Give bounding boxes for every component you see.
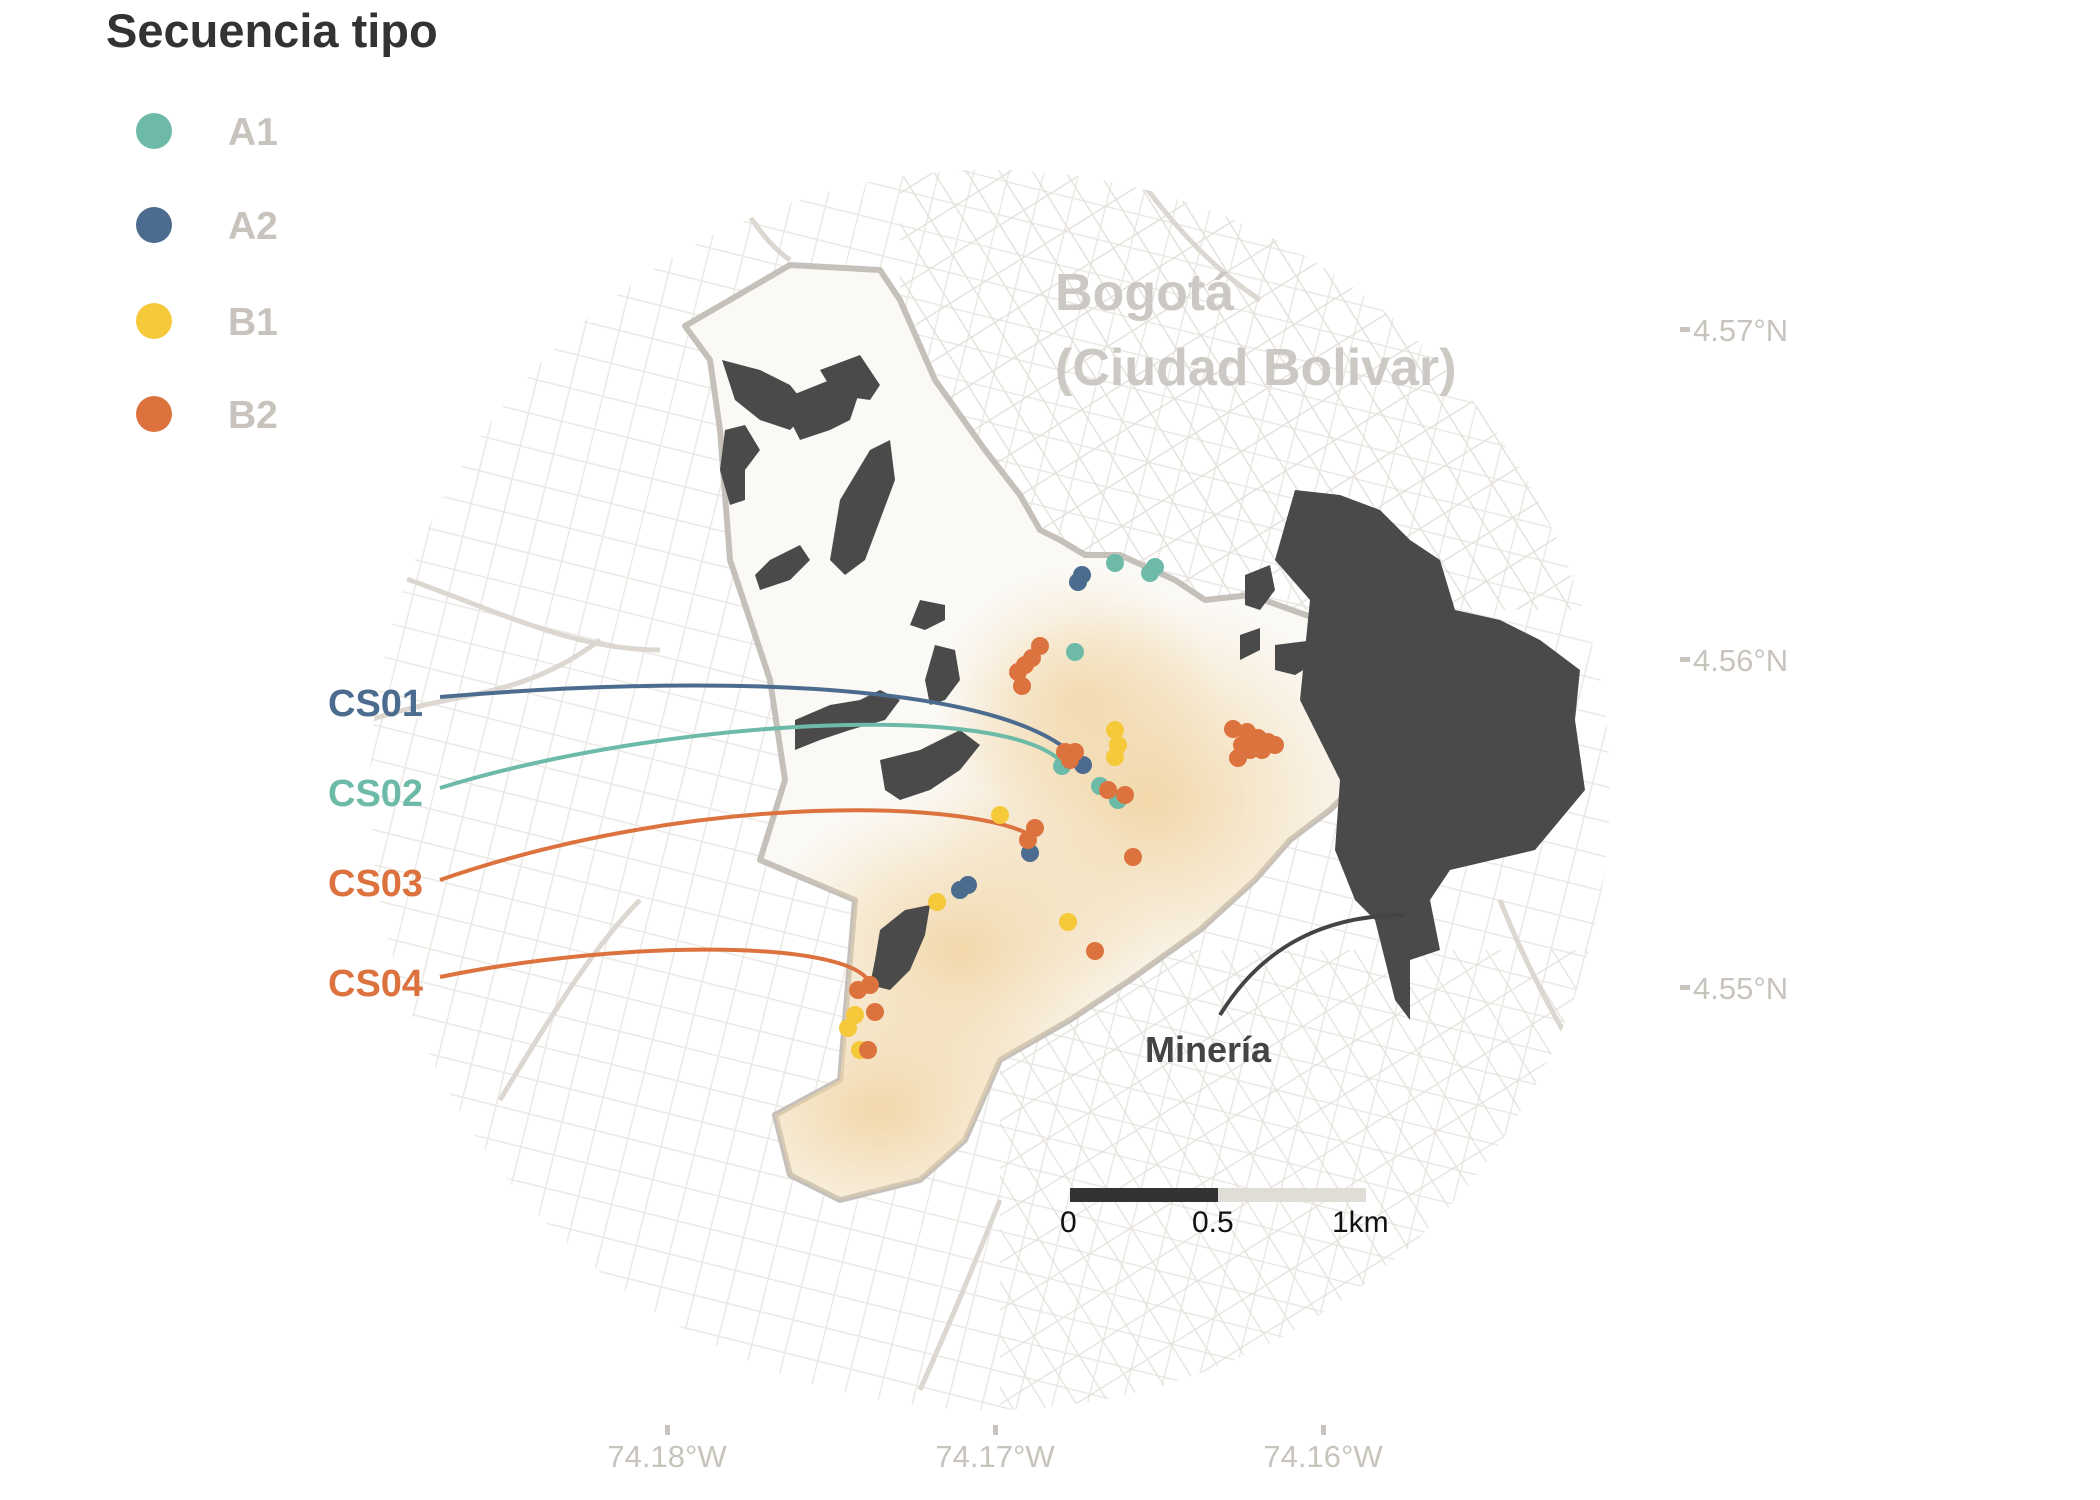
callout-line-cs02 [439,722,1064,790]
observation-point-b2 [1116,786,1134,804]
legend: Secuencia tipo A1 A2 B1 B2 [106,4,438,437]
callout-label-cs04: CS04 [328,963,423,1005]
callout-label-cs01: CS01 [328,683,423,725]
observation-point-b2 [849,981,867,999]
callout-line-cs04 [439,947,870,982]
legend-swatch-a1 [136,113,172,149]
observation-point-b1 [839,1019,857,1037]
lat-label-457: 4.57°N [1693,313,1788,348]
observation-point-b2 [1224,720,1242,738]
observation-point-a2 [951,881,969,899]
legend-label-a1: A1 [228,111,278,154]
scale-label-half: 0.5 [1192,1206,1234,1239]
legend-label-b2: B2 [228,394,278,437]
mining-label: Minería [1145,1029,1272,1070]
lat-axis: 4.57°N 4.56°N 4.55°N [1680,313,1788,1006]
scale-label-0: 0 [1060,1206,1077,1239]
lon-label-7418: 74.18°W [607,1439,727,1474]
scale-bar: 0 0.5 1km [1060,1188,1389,1239]
mining-leader-line [1218,913,1406,1017]
observation-point-b1 [991,806,1009,824]
lon-axis: 74.18°W 74.17°W 74.16°W [607,1425,1383,1474]
observation-point-b2 [1013,677,1031,695]
observation-point-b1 [928,893,946,911]
observation-point-b2 [1086,942,1104,960]
observation-point-a1 [1106,554,1124,572]
observation-point-a1 [1066,643,1084,661]
legend-title: Secuencia tipo [106,4,438,57]
callout-line-cs01 [439,683,1082,764]
legend-item-a1: A1 [136,111,278,154]
callout-labels: CS01 CS02 CS03 CS04 [328,683,423,1005]
observation-point-b2 [1124,848,1142,866]
lon-label-7416: 74.16°W [1263,1439,1383,1474]
observation-point-b1 [1059,913,1077,931]
observation-points [839,554,1284,1059]
mining-areas [720,355,1585,1020]
legend-label-b1: B1 [228,301,278,344]
scale-bar-light [1218,1188,1366,1202]
observation-point-b2 [866,1003,884,1021]
legend-label-a2: A2 [228,205,278,248]
legend-swatch-b2 [136,396,172,432]
lat-label-456: 4.56°N [1693,643,1788,678]
callout-label-cs03: CS03 [328,863,423,905]
mining-annotation: Minería [1145,913,1406,1070]
observation-point-b1 [1106,721,1124,739]
observation-point-b2 [1061,751,1079,769]
legend-swatch-b1 [136,303,172,339]
svg-text:Bogotá: Bogotá [1055,264,1235,322]
legend-item-b1: B1 [136,301,278,344]
observation-point-b2 [1019,831,1037,849]
observation-point-a2 [1073,566,1091,584]
scale-bar-dark [1070,1188,1218,1202]
observation-point-b2 [1009,663,1027,681]
callout-label-cs02: CS02 [328,773,423,815]
svg-text:(Ciudad Bolivar): (Ciudad Bolivar) [1055,339,1457,397]
observation-point-a1 [1146,558,1164,576]
observation-point-b2 [859,1041,877,1059]
legend-swatch-a2 [136,207,172,243]
observation-point-b1 [1106,748,1124,766]
legend-item-b2: B2 [136,394,278,437]
lat-label-455: 4.55°N [1693,971,1788,1006]
lon-label-7417: 74.17°W [935,1439,1055,1474]
city-label: Bogotá (Ciudad Bolivar) [1055,264,1457,397]
scale-label-1km: 1km [1332,1206,1389,1239]
legend-item-a2: A2 [136,205,278,248]
observation-point-b2 [1266,736,1284,754]
observation-point-b2 [1099,781,1117,799]
observation-point-b2 [1233,736,1251,754]
